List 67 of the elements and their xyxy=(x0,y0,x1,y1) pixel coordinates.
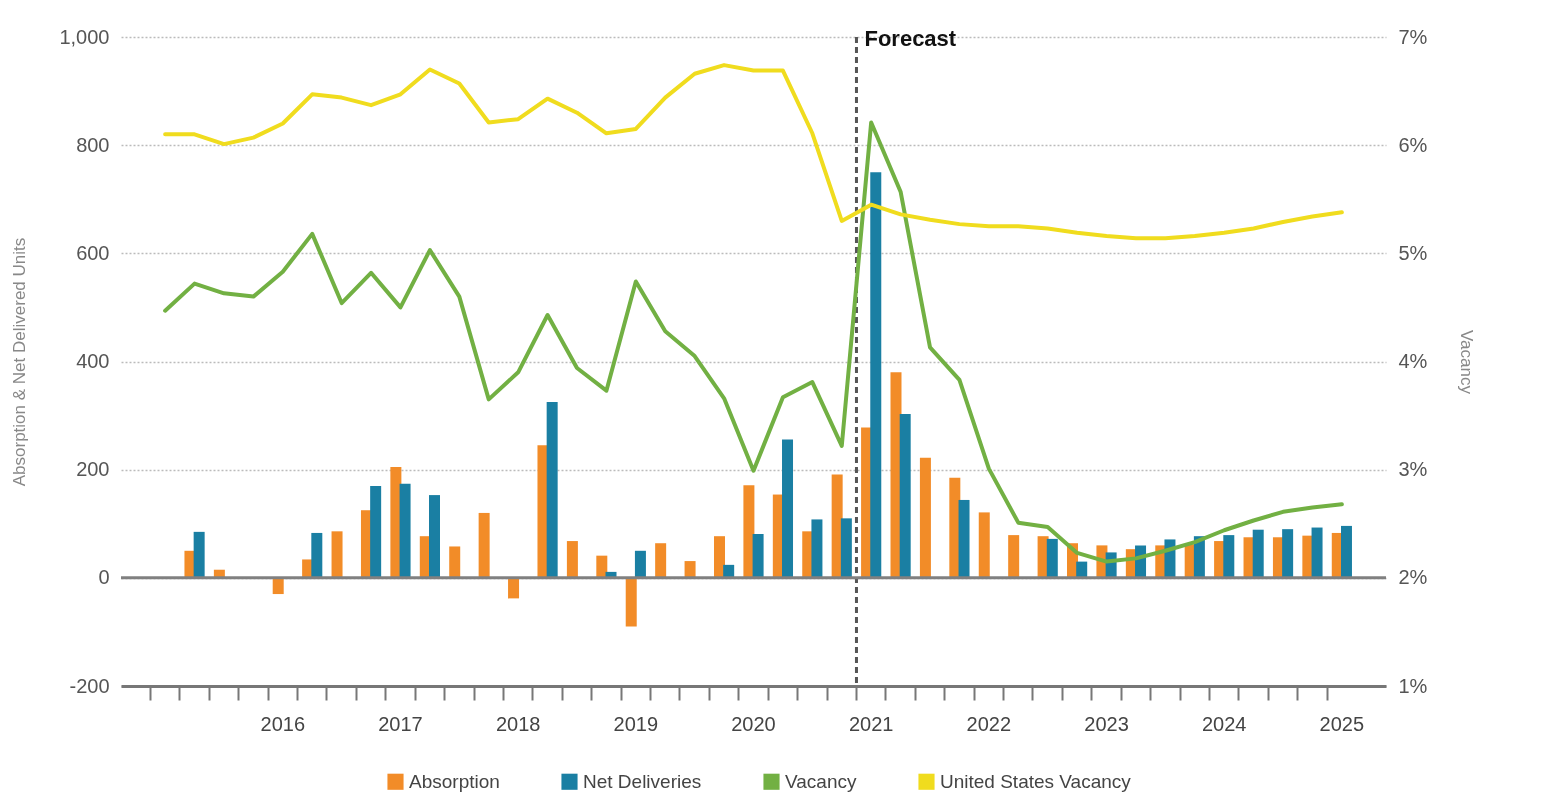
bar xyxy=(870,172,882,578)
x-tick-label: 2017 xyxy=(378,712,423,735)
y-tick-label: 600 xyxy=(76,241,110,264)
bar xyxy=(193,531,205,578)
bar xyxy=(752,534,764,578)
x-tick-label: 2019 xyxy=(613,712,659,735)
y-tick-label: 1,000 xyxy=(59,25,110,48)
bar xyxy=(399,483,411,578)
bar xyxy=(840,518,852,578)
bar xyxy=(428,495,440,578)
x-tick-label: 2025 xyxy=(1319,712,1365,735)
y2-tick-label: 4% xyxy=(1398,350,1428,372)
bar xyxy=(566,541,578,578)
bar xyxy=(478,512,490,578)
y2-tick-label: 5% xyxy=(1398,241,1428,264)
bar xyxy=(1008,535,1020,578)
bar xyxy=(625,577,637,627)
y2-tick-label: 7% xyxy=(1398,25,1428,48)
y-axis-title: Absorption & Net Delivered Units xyxy=(10,237,30,487)
bar xyxy=(811,519,823,578)
bar xyxy=(1311,527,1323,578)
y-tick-label: 0 xyxy=(98,566,110,589)
legend-label: Absorption xyxy=(409,770,500,792)
bar xyxy=(958,499,970,578)
y-tick-label: -200 xyxy=(69,674,110,697)
y-tick-label: 800 xyxy=(76,133,110,156)
line-series xyxy=(163,63,1344,241)
bar xyxy=(1340,525,1352,578)
x-tick-label: 2024 xyxy=(1201,712,1247,735)
bar xyxy=(1282,529,1294,578)
bar xyxy=(919,457,931,578)
y2-tick-label: 6% xyxy=(1398,133,1428,156)
y2-axis-title: Vacancy xyxy=(1457,330,1477,395)
x-tick-label: 2022 xyxy=(966,712,1012,735)
x-tick-label: 2020 xyxy=(731,712,776,735)
bar xyxy=(899,413,911,578)
bar xyxy=(782,439,794,578)
y2-tick-label: 1% xyxy=(1398,674,1428,697)
x-tick-label: 2016 xyxy=(260,712,306,735)
bar xyxy=(978,512,990,578)
bar xyxy=(370,485,382,578)
bar xyxy=(655,543,667,578)
line-series xyxy=(163,120,1344,564)
y2-tick-label: 3% xyxy=(1398,458,1428,481)
bar xyxy=(949,477,961,578)
bar xyxy=(508,577,520,599)
bar xyxy=(634,550,646,578)
bar xyxy=(743,485,755,578)
ref-line-label: Forecast xyxy=(864,26,957,51)
legend-label: United States Vacancy xyxy=(940,770,1132,792)
bar xyxy=(1223,535,1235,578)
legend-label: Net Deliveries xyxy=(583,770,702,792)
x-tick-label: 2023 xyxy=(1084,712,1129,735)
bar xyxy=(546,402,558,578)
bar xyxy=(311,532,323,578)
bar xyxy=(713,536,725,578)
bar xyxy=(1046,538,1058,578)
bar xyxy=(331,531,343,578)
x-tick-label: 2021 xyxy=(848,712,894,735)
bar xyxy=(272,577,284,595)
y-tick-label: 400 xyxy=(76,350,110,372)
bar xyxy=(449,546,461,578)
x-tick-label: 2018 xyxy=(495,712,541,735)
bar xyxy=(1252,529,1264,578)
y2-tick-label: 2% xyxy=(1398,566,1428,589)
legend-label: Vacancy xyxy=(785,770,857,792)
y-tick-label: 200 xyxy=(76,458,110,481)
